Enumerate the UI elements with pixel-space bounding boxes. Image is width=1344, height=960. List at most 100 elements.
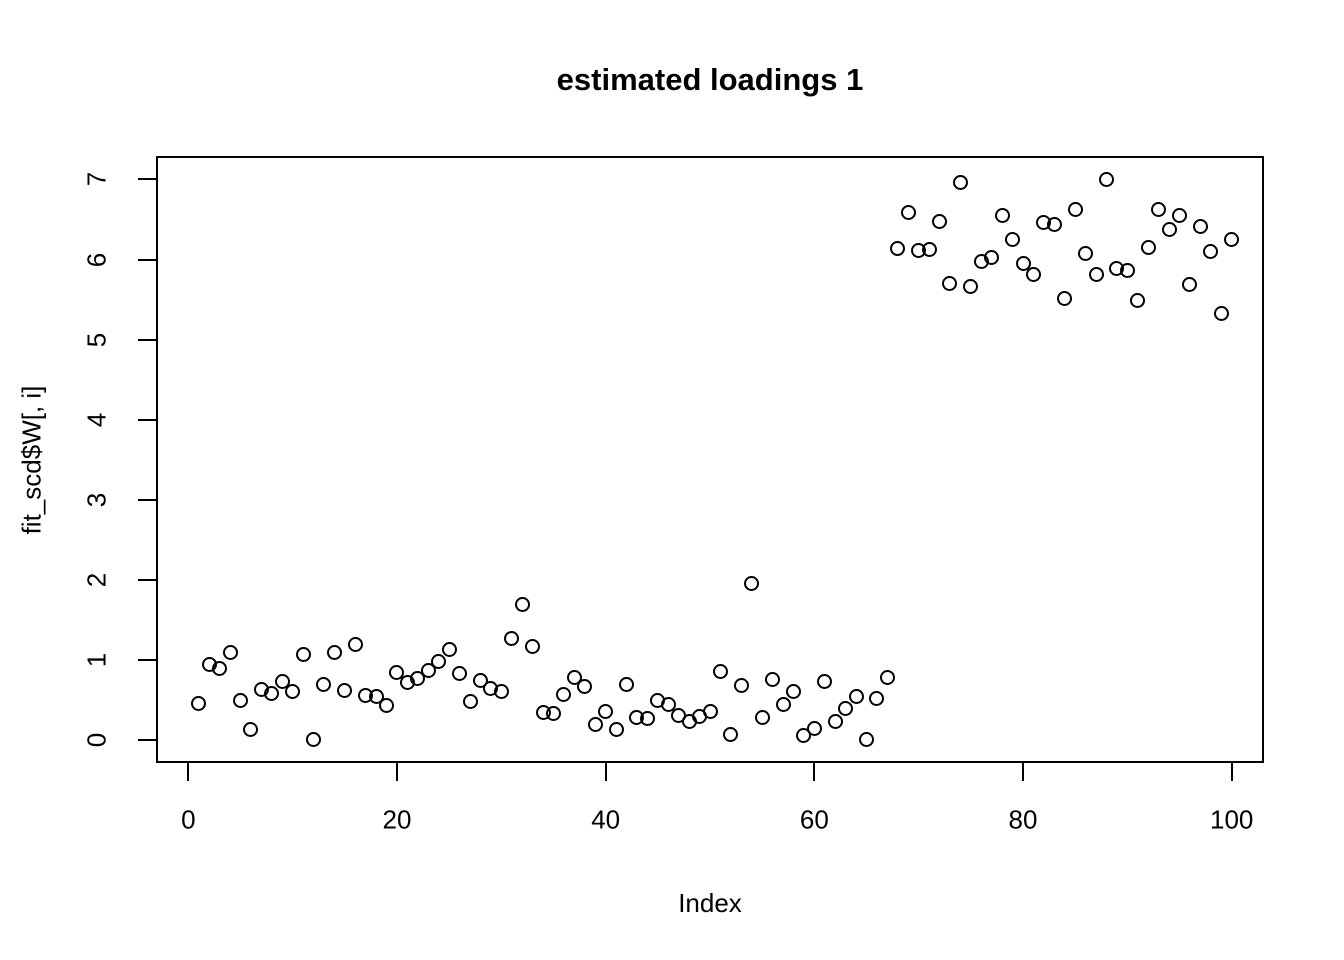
- data-point-open-circle: [545, 706, 561, 722]
- x-axis-tick-mark: [1022, 762, 1025, 781]
- data-point-open-circle: [295, 647, 311, 663]
- data-point-open-circle: [817, 674, 833, 690]
- data-point-open-circle: [963, 279, 979, 295]
- y-axis-tick-label: 1: [81, 652, 112, 668]
- data-point-open-circle: [932, 213, 948, 229]
- data-point-open-circle: [859, 732, 874, 748]
- y-axis-tick-mark: [138, 739, 157, 742]
- data-point-open-circle: [838, 700, 854, 716]
- data-point-open-circle: [994, 207, 1010, 223]
- data-point-open-circle: [264, 685, 280, 701]
- x-axis-tick-label: 80: [1008, 804, 1038, 835]
- data-point-open-circle: [285, 683, 301, 699]
- data-point-open-circle: [921, 242, 937, 258]
- y-axis-tick-label: 5: [81, 332, 112, 347]
- x-axis-tick-mark: [604, 762, 607, 781]
- y-axis-tick-label: 6: [81, 252, 112, 267]
- x-axis-tick-mark: [1230, 762, 1233, 781]
- data-point-open-circle: [493, 683, 509, 699]
- data-point-open-circle: [316, 676, 332, 692]
- data-point-open-circle: [785, 683, 801, 699]
- data-point-open-circle: [243, 722, 259, 738]
- data-point-open-circle: [1057, 291, 1073, 307]
- data-point-open-circle: [577, 679, 593, 695]
- x-axis-tick-label: 100: [1209, 804, 1254, 835]
- data-point-open-circle: [827, 713, 843, 729]
- data-point-open-circle: [326, 644, 342, 660]
- y-axis-tick-mark: [138, 659, 157, 662]
- x-axis-tick-mark: [813, 762, 816, 781]
- data-point-open-circle: [191, 696, 207, 711]
- data-point-open-circle: [389, 664, 405, 680]
- data-point-open-circle: [337, 683, 353, 699]
- data-point-open-circle: [796, 728, 812, 744]
- data-point-open-circle: [733, 678, 749, 694]
- x-axis-tick-label: 0: [181, 804, 196, 835]
- data-point-open-circle: [1161, 221, 1177, 237]
- y-axis-tick-label: 3: [81, 492, 112, 508]
- data-point-open-circle: [1224, 232, 1240, 248]
- x-axis-tick-mark: [395, 762, 398, 781]
- data-point-open-circle: [744, 575, 760, 591]
- y-axis-tick-label: 2: [81, 572, 112, 588]
- y-axis-tick-label: 4: [81, 412, 112, 428]
- data-point-open-circle: [765, 671, 781, 687]
- data-point-open-circle: [514, 597, 530, 613]
- data-point-open-circle: [1078, 245, 1094, 261]
- x-axis-label: Index: [678, 888, 742, 918]
- data-point-open-circle: [420, 663, 436, 679]
- data-point-open-circle: [1172, 207, 1188, 223]
- data-point-open-circle: [232, 692, 248, 708]
- y-axis-tick-mark: [138, 579, 157, 582]
- data-point-open-circle: [274, 674, 290, 690]
- data-point-open-circle: [775, 696, 791, 712]
- data-point-open-circle: [598, 704, 614, 720]
- data-point-open-circle: [472, 672, 488, 688]
- chart-title: estimated loadings 1: [556, 62, 864, 97]
- plot-area: [156, 156, 1264, 763]
- data-point-open-circle: [608, 721, 624, 737]
- data-point-open-circle: [222, 644, 238, 660]
- data-point-open-circle: [1192, 219, 1208, 235]
- data-point-open-circle: [639, 711, 655, 727]
- data-point-open-circle: [306, 732, 321, 748]
- data-point-open-circle: [712, 663, 728, 679]
- data-point-open-circle: [525, 639, 541, 655]
- data-point-open-circle: [1151, 201, 1167, 217]
- data-point-open-circle: [754, 710, 770, 726]
- data-point-open-circle: [900, 204, 916, 220]
- data-point-open-circle: [702, 704, 718, 720]
- data-point-open-circle: [942, 276, 958, 292]
- data-point-open-circle: [723, 727, 739, 743]
- x-axis-tick-mark: [187, 762, 190, 781]
- data-point-open-circle: [212, 660, 228, 676]
- data-point-open-circle: [556, 687, 572, 703]
- data-point-open-circle: [1025, 267, 1041, 283]
- y-axis-tick-label: 7: [81, 172, 112, 187]
- data-point-open-circle: [890, 240, 906, 256]
- y-axis-tick-label: 0: [81, 733, 112, 748]
- data-point-open-circle: [879, 669, 895, 685]
- data-point-open-circle: [462, 694, 478, 710]
- x-axis-tick-label: 40: [591, 804, 621, 835]
- data-point-open-circle: [869, 691, 885, 707]
- data-point-open-circle: [1213, 305, 1229, 321]
- data-point-open-circle: [952, 175, 968, 191]
- data-point-open-circle: [1182, 276, 1198, 292]
- data-point-open-circle: [504, 631, 520, 647]
- data-point-open-circle: [1088, 267, 1104, 283]
- data-point-open-circle: [1067, 201, 1083, 217]
- y-axis-tick-mark: [138, 178, 157, 181]
- data-point-open-circle: [410, 671, 426, 687]
- x-axis-tick-label: 60: [799, 804, 829, 835]
- y-axis-tick-mark: [138, 498, 157, 501]
- data-point-open-circle: [379, 698, 395, 714]
- data-point-open-circle: [1119, 263, 1135, 279]
- data-point-open-circle: [1015, 256, 1031, 272]
- x-axis-tick-label: 20: [382, 804, 412, 835]
- data-point-open-circle: [806, 720, 822, 736]
- data-point-open-circle: [587, 716, 603, 732]
- data-point-open-circle: [1140, 240, 1156, 256]
- data-point-open-circle: [660, 696, 676, 712]
